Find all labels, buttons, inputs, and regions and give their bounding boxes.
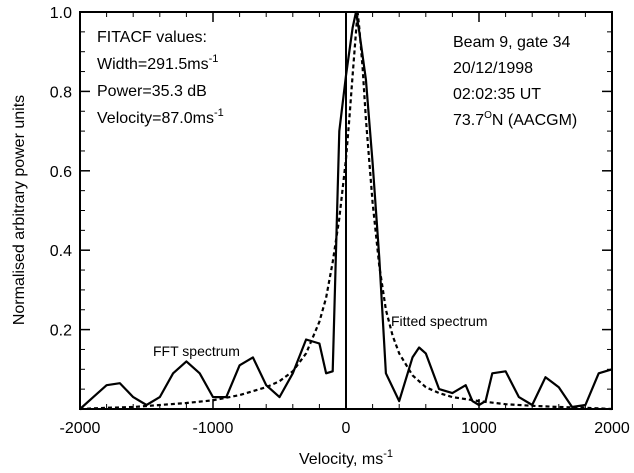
y-tick-label: 0.8 (50, 84, 72, 101)
x-axis-label-unit-exponent: -1 (383, 448, 393, 460)
fitacf-power: Power=35.3 dB (97, 83, 207, 100)
fitted-spectrum-line (79, 10, 613, 411)
latitude-label: 73.7ON (AACGM) (453, 110, 577, 129)
date-label: 20/12/1998 (453, 60, 533, 77)
fitted-spectrum-label: Fitted spectrum (391, 313, 487, 329)
fitacf-velocity-exponent: -1 (214, 107, 224, 119)
axis-ticks (79, 11, 613, 409)
beam-gate-label: Beam 9, gate 34 (453, 34, 571, 51)
time-label: 02:02:35 UT (453, 86, 541, 103)
series-lines (79, 10, 613, 411)
y-tick-label: 0.4 (50, 243, 72, 260)
fitacf-width: Width=291.5ms-1 (97, 53, 218, 73)
fitacf-title: FITACF values: (97, 29, 207, 46)
tick-labels: -2000 -1000 0 1000 2000 0.2 0.4 0.6 0.8 1.0 (50, 5, 630, 437)
y-axis-label: Normalised arbitrary power units (11, 95, 28, 325)
y-tick-label: 0.2 (50, 323, 72, 340)
x-tick-label: 2000 (594, 420, 630, 437)
x-tick-label: 1000 (461, 420, 497, 437)
y-tick-label: 0.6 (50, 164, 72, 181)
fitacf-width-exponent: -1 (209, 53, 219, 65)
x-tick-label: 0 (342, 420, 351, 437)
latitude-degree-mark: O (484, 110, 492, 121)
y-tick-label: 1.0 (50, 5, 72, 22)
x-tick-label: -2000 (60, 420, 101, 437)
x-axis-label: Velocity, ms-1 (299, 448, 393, 468)
fft-spectrum-label: FFT spectrum (153, 343, 240, 359)
fitacf-velocity: Velocity=87.0ms-1 (97, 107, 224, 127)
x-tick-label: -1000 (193, 420, 234, 437)
